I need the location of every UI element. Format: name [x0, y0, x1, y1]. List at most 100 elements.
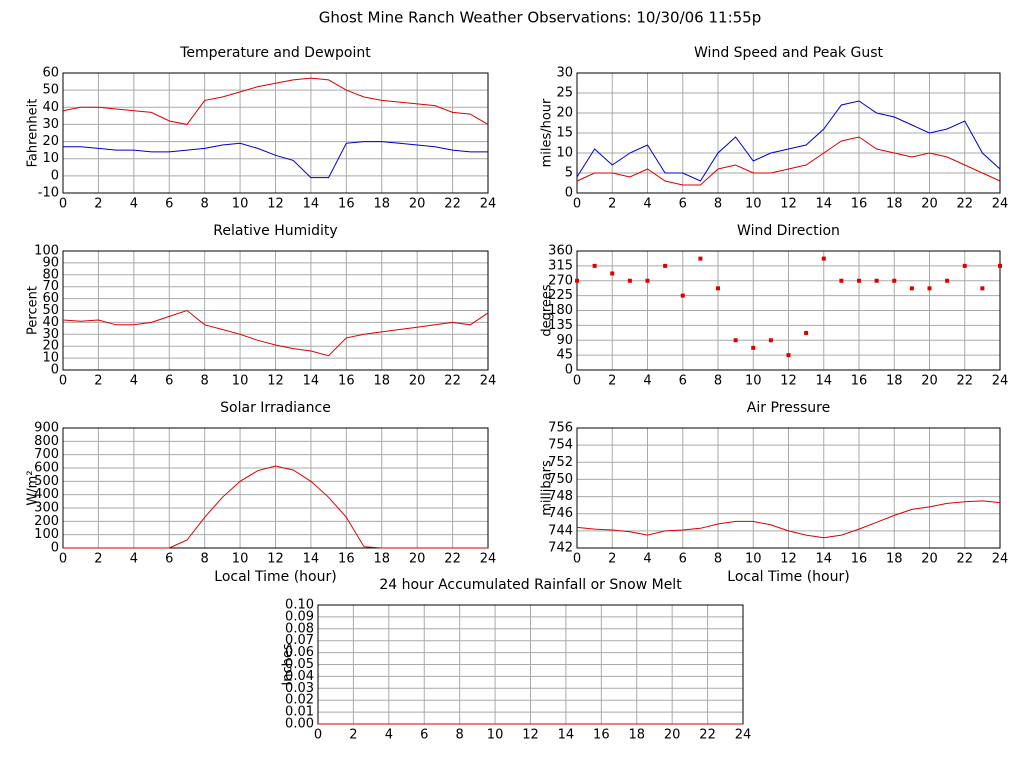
plot-frame	[576, 250, 1001, 371]
y-tick-label: 180	[548, 303, 573, 318]
x-tick-label: 14	[303, 197, 320, 212]
point	[733, 338, 738, 343]
x-tick-label: 12	[780, 374, 797, 389]
point	[821, 256, 826, 261]
point	[663, 263, 668, 268]
point	[716, 286, 720, 291]
line	[576, 500, 1001, 539]
y-axis-label: Fahrenheit	[26, 99, 41, 168]
y-tick-label: 800	[34, 434, 59, 449]
panel: Relative HumidityPercent0102030405060708…	[26, 223, 497, 389]
x-tick-label: 16	[338, 197, 355, 212]
panel-title: Solar Irradiance	[220, 400, 331, 416]
x-tick-label: 14	[815, 552, 832, 567]
y-tick-label: 0.05	[285, 657, 314, 672]
page-title: Ghost Mine Ranch Weather Observations: 1…	[319, 9, 762, 27]
x-tick-label: 18	[373, 374, 390, 389]
y-axis-label: millibars	[540, 460, 555, 516]
y-tick-label: 0.03	[285, 681, 314, 696]
y-tick-label: 0	[51, 363, 59, 378]
x-tick-label: 18	[373, 197, 390, 212]
x-tick-label: 14	[303, 374, 320, 389]
x-tick-label: 22	[444, 552, 461, 567]
point	[592, 263, 597, 268]
x-tick-label: 0	[59, 552, 67, 567]
point	[909, 286, 914, 291]
x-tick-label: 12	[267, 197, 284, 212]
y-tick-label: 30	[556, 66, 573, 81]
y-tick-label: 0.07	[285, 633, 314, 648]
plot-frame	[576, 72, 1001, 194]
x-tick-label: 14	[303, 552, 320, 567]
x-tick-label: 10	[232, 552, 249, 567]
x-tick-label: 10	[745, 374, 762, 389]
x-tick-label: 0	[59, 197, 67, 212]
y-tick-label: 40	[42, 315, 59, 330]
x-tick-label: 6	[420, 728, 428, 743]
point	[610, 271, 615, 276]
y-tick-label: 744	[548, 523, 573, 538]
x-tick-label: 20	[921, 374, 938, 389]
x-tick-label: 2	[608, 374, 616, 389]
y-tick-label: 754	[548, 438, 573, 453]
x-tick-label: 20	[409, 374, 426, 389]
point	[857, 278, 861, 283]
y-tick-label: 270	[548, 273, 573, 288]
x-tick-label: 12	[780, 552, 797, 567]
x-tick-label: 18	[886, 197, 903, 212]
x-tick-label: 22	[956, 552, 973, 567]
y-tick-label: 15	[556, 126, 573, 141]
point	[698, 256, 703, 261]
panel-title: Temperature and Dewpoint	[179, 45, 371, 61]
x-tick-label: 2	[94, 197, 102, 212]
x-tick-label: 12	[522, 728, 539, 743]
y-axis-label: miles/hour	[540, 98, 555, 167]
y-axis-label: W/m²	[26, 470, 41, 505]
x-tick-label: 20	[409, 552, 426, 567]
x-tick-label: 20	[409, 197, 426, 212]
point	[839, 278, 844, 283]
y-tick-label: 0	[565, 363, 573, 378]
y-tick-label: 60	[42, 291, 59, 306]
x-tick-label: 4	[643, 374, 651, 389]
y-tick-label: 600	[34, 461, 59, 476]
y-tick-label: 752	[548, 455, 573, 470]
y-tick-label: 20	[42, 339, 59, 354]
x-tick-label: 18	[886, 552, 903, 567]
point	[786, 353, 791, 358]
x-tick-label: 4	[130, 374, 138, 389]
x-tick-label: 12	[267, 552, 284, 567]
y-tick-label: 30	[42, 327, 59, 342]
x-tick-label: 12	[267, 374, 284, 389]
y-tick-label: 0	[565, 186, 573, 201]
x-tick-label: 10	[232, 374, 249, 389]
panel-title: Relative Humidity	[213, 223, 337, 239]
y-tick-label: 0.02	[285, 693, 314, 708]
x-tick-label: 10	[487, 728, 504, 743]
x-tick-label: 22	[444, 374, 461, 389]
x-tick-label: 22	[956, 197, 973, 212]
x-tick-label: 8	[714, 374, 722, 389]
x-tick-label: 8	[201, 374, 209, 389]
y-tick-label: 0.09	[285, 609, 314, 624]
line	[576, 136, 1001, 186]
y-tick-label: 50	[42, 303, 59, 318]
x-tick-label: 4	[643, 197, 651, 212]
y-tick-label: 500	[34, 474, 59, 489]
x-tick-label: 8	[714, 552, 722, 567]
y-tick-label: 300	[34, 501, 59, 516]
plot-frame	[62, 250, 489, 371]
x-tick-label: 22	[699, 728, 716, 743]
x-tick-label: 4	[130, 552, 138, 567]
y-tick-label: 315	[548, 258, 573, 273]
y-tick-label: 756	[548, 421, 573, 436]
y-tick-label: 0.06	[285, 645, 314, 660]
panel: Temperature and DewpointFahrenheit-10010…	[26, 45, 497, 212]
y-tick-label: 0	[51, 168, 59, 183]
y-tick-label: 80	[42, 267, 59, 282]
point	[645, 278, 650, 283]
x-tick-label: 16	[851, 552, 868, 567]
y-tick-label: 10	[42, 351, 59, 366]
y-tick-label: -10	[38, 186, 59, 201]
x-tick-label: 24	[992, 197, 1009, 212]
